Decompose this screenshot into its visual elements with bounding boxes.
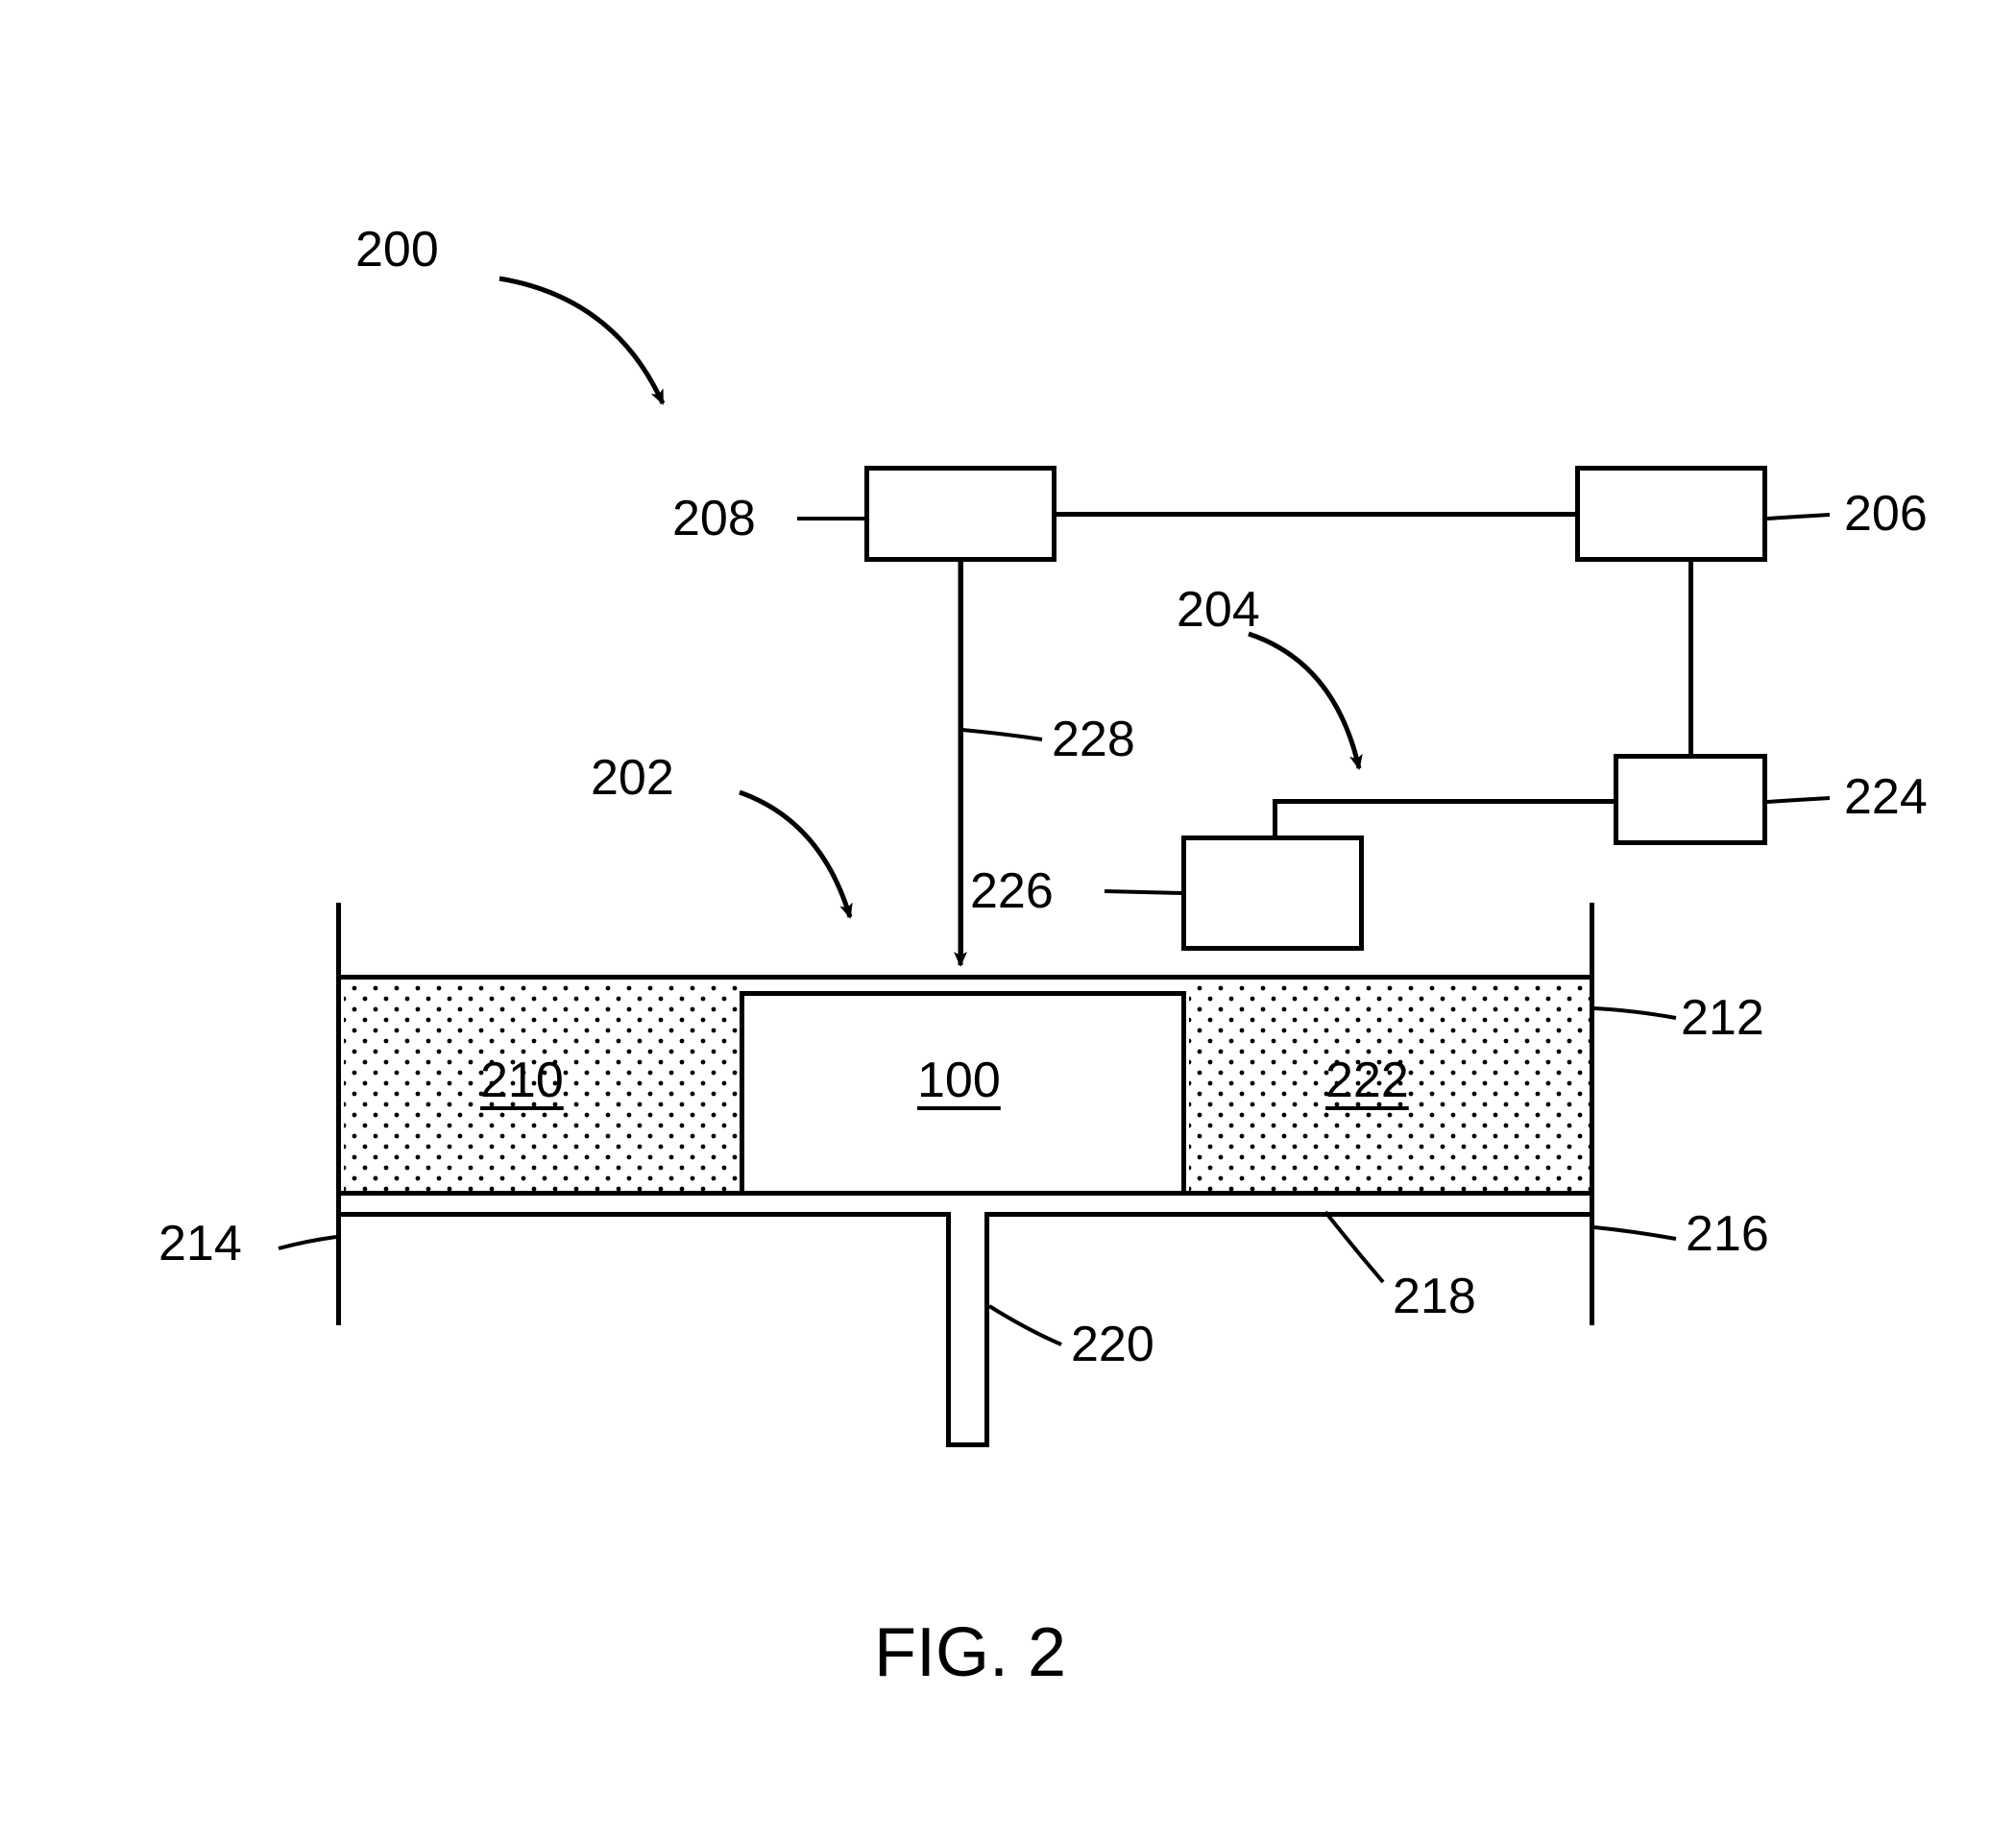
label-214: 214 [158, 1215, 242, 1272]
conn-224-226-h [1273, 799, 1614, 804]
label-216: 216 [1686, 1205, 1769, 1263]
label-226: 226 [970, 862, 1054, 920]
inner-top-line [336, 975, 1594, 980]
conn-224-226-v [1273, 799, 1277, 835]
label-210: 210 [480, 1052, 564, 1109]
conn-208-206 [1057, 512, 1575, 517]
wall-right-outer [1590, 903, 1594, 1325]
label-200: 200 [355, 221, 439, 278]
dot-fill-svg [0, 0, 2016, 1840]
plate-top-line [336, 1191, 1594, 1196]
label-202: 202 [591, 749, 674, 807]
arrow-228-shaft [959, 562, 963, 956]
block-224 [1614, 754, 1767, 845]
label-212: 212 [1681, 989, 1764, 1047]
conn-206-224-v [1688, 562, 1693, 754]
label-218: 218 [1393, 1268, 1476, 1325]
label-228: 228 [1052, 711, 1135, 768]
block-208 [864, 466, 1057, 562]
center-box-left [740, 991, 744, 1195]
figure-canvas: 200 202 204 206 208 210 212 214 216 218 … [0, 0, 2016, 1840]
block-206 [1575, 466, 1767, 562]
center-box-right [1181, 991, 1186, 1195]
label-224: 224 [1844, 768, 1928, 826]
wall-left-outer [336, 903, 341, 1325]
figure-caption: FIG. 2 [874, 1613, 1066, 1692]
label-100: 100 [917, 1052, 1001, 1109]
label-204: 204 [1177, 581, 1260, 639]
label-220: 220 [1071, 1316, 1154, 1373]
center-box-top [740, 991, 1186, 996]
block-226 [1181, 835, 1364, 951]
label-208: 208 [672, 490, 756, 547]
label-222: 222 [1325, 1052, 1409, 1109]
stem-220 [946, 1212, 989, 1447]
label-206: 206 [1844, 485, 1928, 543]
